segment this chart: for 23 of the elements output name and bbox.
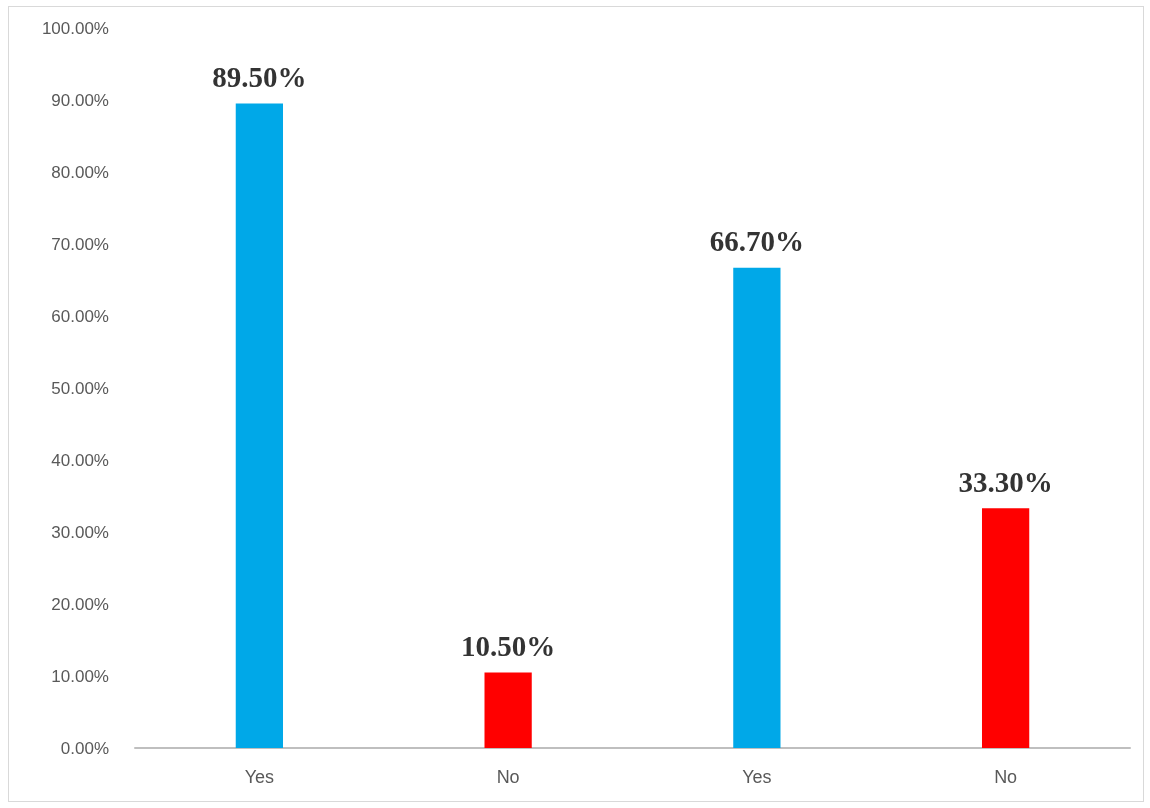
- y-tick-label: 50.00%: [51, 378, 109, 398]
- y-tick-label: 10.00%: [51, 666, 109, 686]
- y-tick-label: 0.00%: [60, 738, 109, 758]
- bar: [981, 508, 1030, 748]
- data-label: 33.30%: [958, 465, 1053, 498]
- x-tick-label: Yes: [742, 767, 772, 787]
- y-tick-label: 40.00%: [51, 450, 109, 470]
- y-tick-label: 100.00%: [41, 18, 109, 38]
- y-tick-label: 30.00%: [51, 522, 109, 542]
- y-tick-label: 90.00%: [51, 90, 109, 110]
- bar: [484, 672, 532, 748]
- x-tick-label: No: [496, 767, 520, 787]
- bar: [733, 267, 781, 748]
- y-tick-label: 60.00%: [51, 306, 109, 326]
- bar: [235, 103, 284, 748]
- x-tick-label: No: [994, 767, 1018, 787]
- data-label: 89.50%: [212, 61, 307, 94]
- y-tick-label: 70.00%: [51, 234, 109, 254]
- y-tick-label: 80.00%: [51, 162, 109, 182]
- y-tick-label: 20.00%: [51, 594, 109, 614]
- data-label: 10.50%: [461, 629, 556, 662]
- data-label: 66.70%: [709, 225, 804, 258]
- x-tick-label: Yes: [244, 767, 275, 787]
